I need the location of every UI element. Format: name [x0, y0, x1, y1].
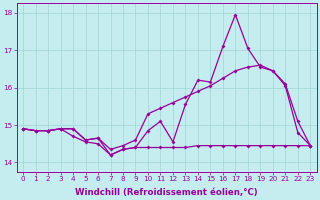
X-axis label: Windchill (Refroidissement éolien,°C): Windchill (Refroidissement éolien,°C): [76, 188, 258, 197]
